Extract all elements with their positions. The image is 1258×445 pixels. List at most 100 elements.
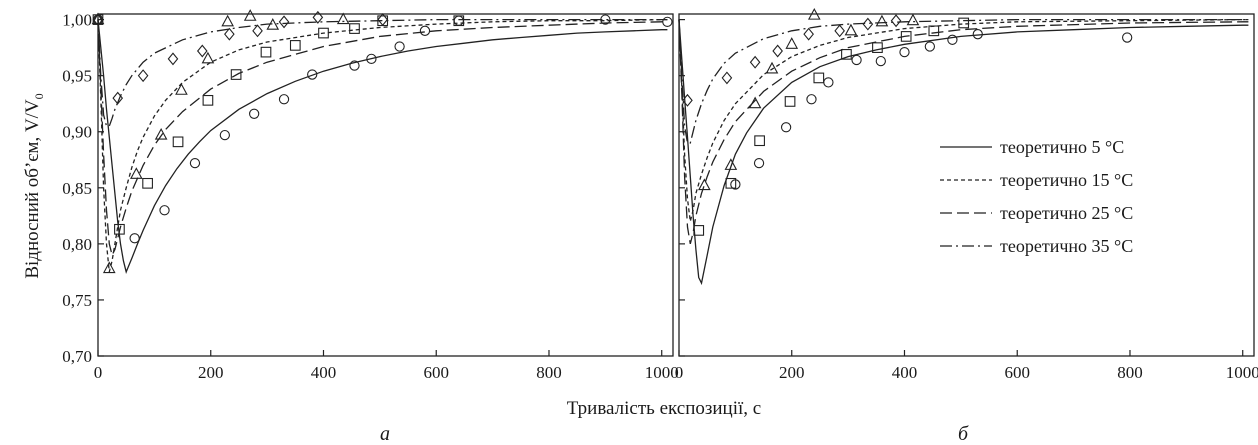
marker-square — [260, 46, 272, 58]
marker-circle — [189, 157, 201, 169]
panel-1: 0 200 400 600 800 1000 — [675, 7, 1258, 382]
marker-triangle — [154, 127, 168, 140]
marker-circle — [600, 14, 611, 25]
curve-short-dash — [97, 18, 668, 273]
x-tick-label: 600 — [423, 363, 449, 382]
marker-diamond — [196, 44, 208, 58]
marker-circle — [453, 15, 464, 26]
marker-triangle — [765, 61, 779, 74]
curve-solid — [97, 19, 668, 274]
y-tick-label: 0,70 — [62, 347, 92, 366]
marker-diamond — [112, 91, 124, 105]
marker-circle — [249, 108, 260, 119]
marker-triangle — [336, 12, 350, 25]
y-tick-label: 0,95 — [62, 67, 92, 86]
marker-circle — [899, 46, 910, 58]
plot-frame — [97, 13, 674, 357]
panel-a-letter: а — [380, 423, 390, 445]
marker-square — [784, 96, 796, 107]
marker-circle — [307, 69, 318, 80]
marker-circle — [823, 77, 834, 88]
marker-circle — [753, 157, 765, 169]
marker-diamond — [834, 24, 845, 38]
y-tick-label: 0,85 — [62, 179, 92, 198]
marker-diamond — [803, 27, 814, 41]
marker-diamond — [682, 93, 693, 107]
marker-circle — [159, 205, 170, 216]
marker-square — [754, 135, 765, 147]
marker-triangle — [266, 18, 280, 30]
marker-square — [453, 15, 465, 27]
curve-long-dash — [678, 19, 1249, 245]
marker-square — [202, 94, 214, 106]
marker-circle — [924, 41, 936, 52]
y-tick-label: 1,00 — [62, 11, 92, 30]
marker-square — [349, 23, 360, 34]
marker-triangle — [201, 51, 215, 64]
marker-triangle — [243, 9, 257, 21]
marker-triangle — [844, 23, 858, 36]
marker-square — [230, 69, 242, 80]
marker-diamond — [278, 15, 290, 29]
curve-long-dash — [97, 19, 668, 257]
marker-diamond — [862, 17, 874, 31]
marker-triangle — [785, 37, 799, 49]
y-tick-label: 0,75 — [62, 291, 92, 310]
marker-circle — [947, 34, 958, 45]
marker-square — [142, 177, 153, 189]
marker-square — [725, 177, 737, 189]
panel-b-letter: б — [958, 423, 969, 445]
marker-square — [114, 223, 125, 235]
y-axis-title-subscript: 0 — [32, 93, 46, 99]
legend-label-5c: теоретично 5 °C — [1000, 137, 1124, 157]
marker-diamond — [721, 71, 733, 85]
marker-square — [958, 17, 970, 29]
marker-circle — [851, 54, 862, 66]
legend-label-15c: теоретично 15 °C — [1000, 170, 1133, 190]
marker-circle — [129, 233, 140, 244]
curve-solid — [678, 19, 1249, 286]
marker-square — [693, 225, 705, 236]
x-tick-label: 0 — [675, 363, 684, 382]
marker-triangle — [906, 13, 920, 26]
marker-square — [172, 136, 184, 148]
marker-square — [841, 49, 852, 60]
y-tick-label: 0,90 — [62, 123, 92, 142]
marker-diamond — [377, 13, 388, 27]
y-tick-label: 0,80 — [62, 235, 92, 254]
marker-triangle — [130, 167, 143, 179]
marker-diamond — [890, 14, 902, 28]
marker-diamond — [137, 69, 149, 83]
marker-circle — [219, 129, 230, 141]
x-tick-label: 1000 — [645, 363, 679, 382]
marker-triangle — [175, 83, 188, 95]
y-axis-title-main: Відносний об’єм, V/V — [22, 99, 43, 279]
marker-triangle — [698, 178, 711, 191]
x-tick-label: 1000 — [1226, 363, 1258, 382]
marker-triangle — [807, 7, 821, 20]
marker-circle — [875, 55, 886, 67]
legend: теоретично 5 °C теоретично 15 °C теорети… — [940, 137, 1133, 256]
legend-label-25c: теоретично 25 °C — [1000, 203, 1133, 223]
marker-triangle — [91, 12, 105, 25]
x-tick-label: 200 — [779, 363, 805, 382]
marker-square — [813, 72, 825, 84]
marker-triangle — [221, 14, 234, 27]
marker-diamond — [224, 27, 235, 41]
x-tick-label: 400 — [892, 363, 918, 382]
marker-square — [900, 31, 912, 42]
marker-circle — [419, 25, 431, 36]
curve-dash-dot — [678, 18, 1249, 144]
marker-triangle — [748, 96, 762, 109]
legend-label-35c: теоретично 35 °C — [1000, 236, 1133, 256]
marker-circle — [972, 29, 983, 40]
marker-circle — [349, 60, 360, 71]
marker-triangle — [875, 14, 889, 27]
x-tick-label: 600 — [1004, 363, 1030, 382]
marker-circle — [662, 16, 673, 27]
marker-square — [289, 40, 301, 51]
marker-diamond — [749, 55, 761, 69]
x-tick-label: 200 — [198, 363, 224, 382]
x-tick-label: 800 — [1117, 363, 1143, 382]
